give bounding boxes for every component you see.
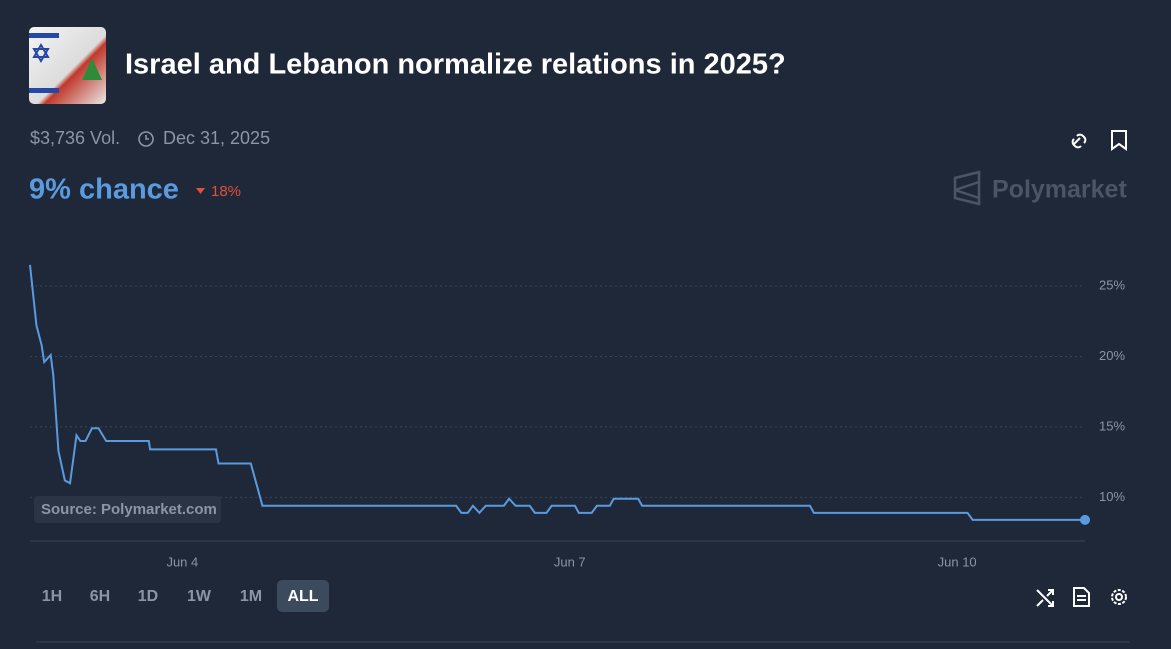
- bookmark-button[interactable]: [1111, 130, 1127, 151]
- timeframe-button[interactable]: 1H: [42, 588, 62, 605]
- x-tick-label: Jun 4: [166, 554, 198, 569]
- timeframe-button[interactable]: 1D: [138, 588, 158, 605]
- price-line: [29, 264, 1085, 521]
- brand: Polymarket: [992, 176, 1127, 204]
- clock-icon: [138, 131, 154, 147]
- y-tick-label: 10%: [1099, 489, 1125, 504]
- timeframe-controls: 1H 6H 1D 1W 1M ALL: [42, 580, 329, 612]
- source-badge: [34, 496, 221, 523]
- timeframe-button[interactable]: 1M: [240, 588, 262, 605]
- settings-button[interactable]: [1111, 589, 1127, 605]
- y-tick-label: 25%: [1099, 277, 1125, 292]
- market-title: Israel and Lebanon normalize relations i…: [125, 49, 786, 81]
- market-image: [29, 27, 106, 104]
- x-tick-label: Jun 7: [554, 554, 586, 569]
- volume: $3,736 Vol.: [30, 128, 120, 148]
- chance: 9% chance: [29, 174, 179, 206]
- change: 18%: [211, 183, 241, 200]
- timeframe-button[interactable]: 1W: [187, 588, 212, 605]
- clock-hand: [145, 135, 149, 140]
- chart: 10% 15% 20% 25% Jun 4 Jun 7 Jun 10: [29, 264, 1125, 569]
- y-tick-label: 20%: [1099, 348, 1125, 363]
- shuffle-button[interactable]: [1036, 589, 1054, 607]
- brand-logo: [953, 170, 981, 206]
- y-tick-label: 15%: [1099, 418, 1125, 433]
- end-date: Dec 31, 2025: [163, 128, 270, 148]
- down-arrow: [196, 188, 205, 194]
- timeframe-button[interactable]: ALL: [287, 588, 318, 605]
- current-point: [1080, 514, 1090, 525]
- source: Source: Polymarket.com: [41, 501, 217, 518]
- x-tick-label: Jun 10: [938, 554, 977, 569]
- link-button[interactable]: [1068, 128, 1092, 152]
- timeframe-active-bg: [277, 580, 329, 612]
- document-button[interactable]: [1073, 587, 1090, 607]
- timeframe-button[interactable]: 6H: [90, 588, 110, 605]
